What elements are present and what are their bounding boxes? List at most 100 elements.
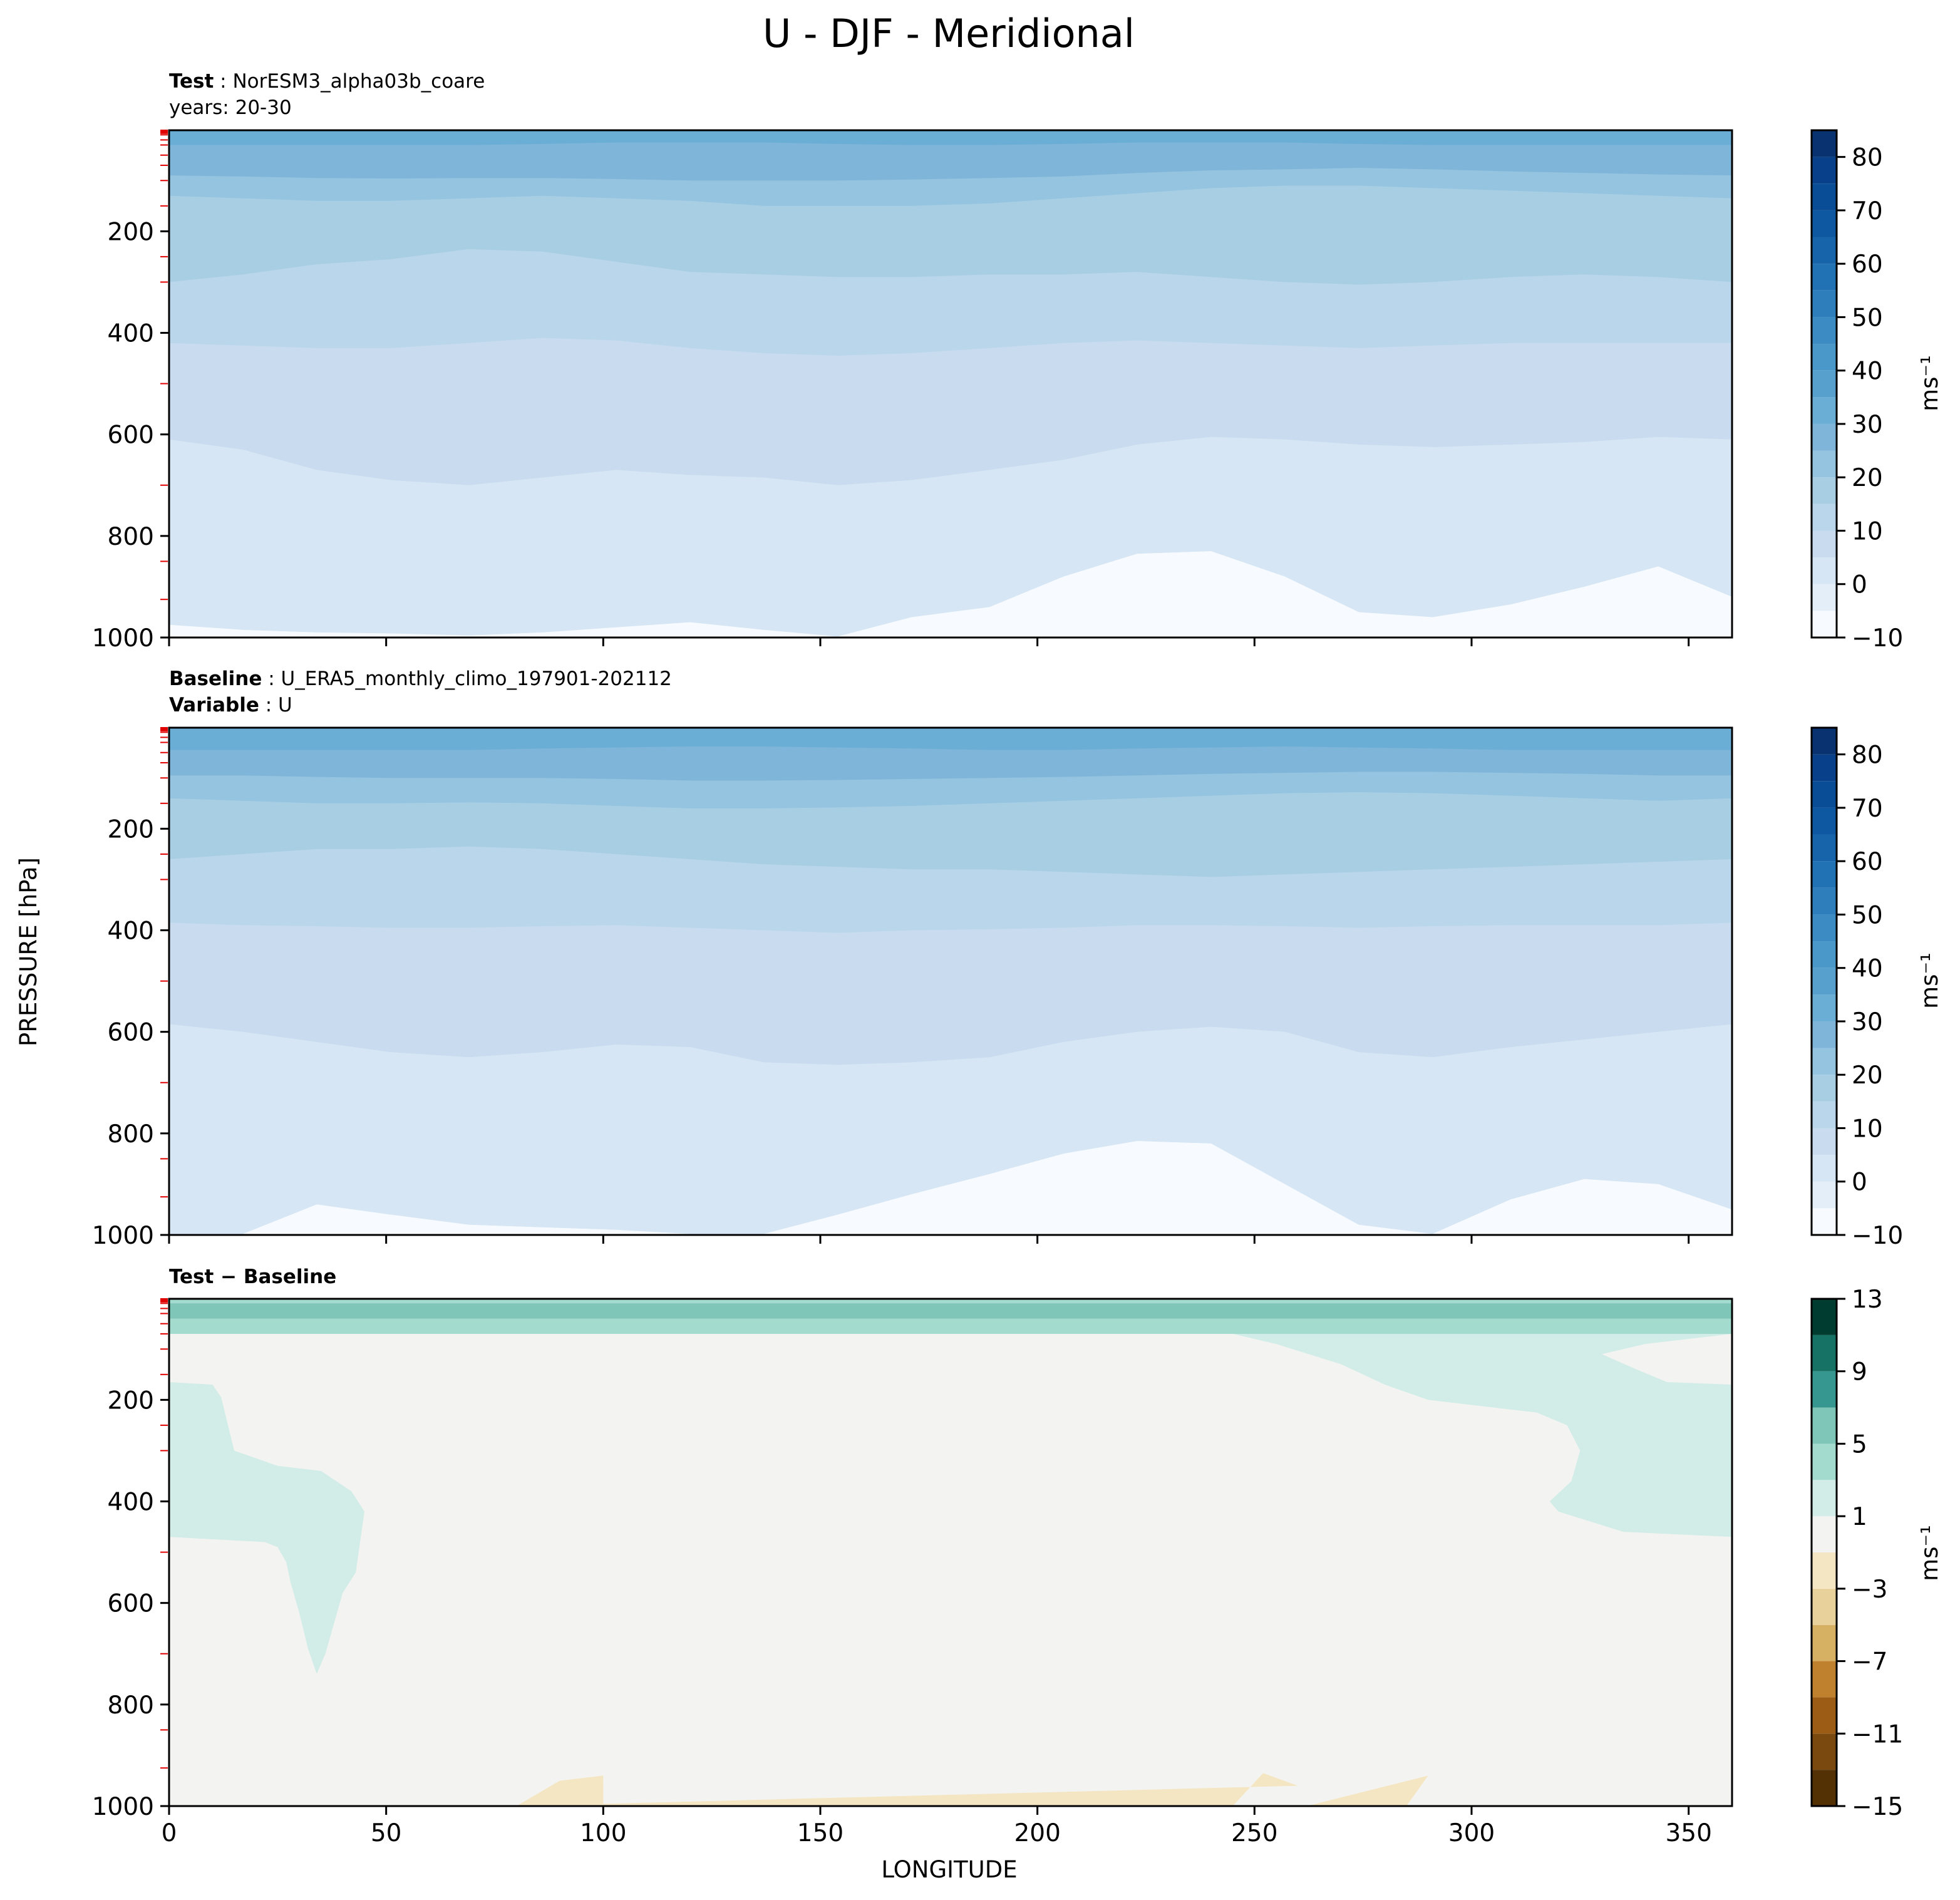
x-tick-label: 50 — [371, 1819, 402, 1847]
colorbar-tick-label: 30 — [1852, 411, 1883, 439]
colorbar-tick-label: 20 — [1852, 1061, 1883, 1090]
y-tick-label: 200 — [108, 1386, 154, 1415]
colorbar-tick-label: −3 — [1852, 1576, 1888, 1604]
colorbar-swatch — [1812, 914, 1837, 942]
colorbar-swatch — [1812, 1661, 1837, 1698]
colorbar-tick-label: 80 — [1852, 741, 1883, 770]
colorbar-swatch — [1812, 968, 1837, 995]
colorbar-tick-label: 0 — [1852, 571, 1867, 599]
colorbar-swatch — [1812, 370, 1837, 398]
colorbar-tick-label: 60 — [1852, 250, 1883, 279]
region-east-positive — [1146, 1328, 1732, 1537]
colorbar-swatch — [1812, 994, 1837, 1021]
colorbar-swatch — [1812, 237, 1837, 264]
panel-1-plot: 200 400 600 800 1000 — [92, 129, 1733, 653]
colorbar-swatch — [1812, 1733, 1837, 1770]
y-tick-label: 200 — [108, 815, 154, 844]
colorbar-tick-label: 50 — [1852, 901, 1883, 929]
colorbar-swatch — [1812, 530, 1837, 558]
x-axis-label: LONGITUDE — [881, 1856, 1017, 1883]
colorbar-swatch — [1812, 728, 1837, 755]
contour-field — [169, 728, 1732, 1235]
colorbar-frame — [1810, 1298, 1838, 1807]
colorbar-3-unit: ms⁻¹ — [1916, 1525, 1943, 1581]
colorbar-tick-label: −15 — [1852, 1793, 1903, 1821]
panel-2-subtitle-bold: Variable — [169, 694, 259, 716]
y-tick-label: 400 — [108, 320, 154, 348]
contour-band-lowest — [169, 1141, 1732, 1235]
colorbar-swatch — [1812, 1588, 1837, 1625]
y-tick-label: 800 — [108, 1120, 154, 1149]
y-tick-label: 400 — [108, 1489, 154, 1517]
contour-field — [169, 1299, 1732, 1806]
colorbar-tick-label: −10 — [1852, 1222, 1903, 1250]
region-top-strong — [169, 1303, 1732, 1319]
panel-3-plot: 200 400 600 800 1000 0 50 100 150 200 250 300 350 — [92, 1298, 1733, 1847]
colorbar-swatch — [1812, 157, 1837, 184]
panel-2-plot: 200 400 600 800 1000 — [92, 726, 1733, 1250]
colorbar-swatch — [1812, 503, 1837, 531]
colorbar-swatch — [1812, 1128, 1837, 1155]
region-lower-negative — [516, 1775, 604, 1806]
colorbar-swatch — [1812, 1181, 1837, 1209]
panel-3-title: Test − Baseline — [169, 1266, 336, 1288]
y-tick-label: 600 — [108, 421, 154, 450]
x-tick-label: 100 — [580, 1819, 626, 1847]
x-tick-label: 200 — [1014, 1819, 1060, 1847]
y-tick-label: 600 — [108, 1019, 154, 1047]
panel-2-title-sep: : — [262, 668, 281, 690]
figure-title: U - DJF - Meridional — [763, 11, 1135, 56]
colorbar-tick-label: 70 — [1852, 795, 1883, 823]
colorbar-swatch — [1812, 834, 1837, 862]
x-tick-label: 300 — [1448, 1819, 1495, 1847]
colorbar-tick-label: 40 — [1852, 955, 1883, 983]
region-lower-negative — [516, 1773, 1298, 1806]
colorbar-tick-label: 9 — [1852, 1358, 1867, 1386]
colorbar-swatch — [1812, 807, 1837, 835]
plot-frame — [168, 1298, 1733, 1807]
panel-2-title-text: U_ERA5_monthly_climo_197901-202112 — [281, 668, 672, 690]
colorbar-swatch — [1812, 611, 1837, 638]
y-tick-label: 600 — [108, 1590, 154, 1618]
panel-2-subtitle: Variable : U — [169, 694, 292, 716]
colorbar-swatch — [1812, 290, 1837, 318]
colorbar-frame — [1810, 726, 1838, 1236]
colorbar-swatch — [1812, 1624, 1837, 1661]
contour-band-lowest — [169, 551, 1732, 638]
colorbar-swatch — [1812, 317, 1837, 344]
colorbar-tick-label: 60 — [1852, 848, 1883, 876]
contour-band-30 — [169, 130, 1732, 145]
colorbar-frame — [1810, 129, 1838, 639]
colorbar-swatch — [1812, 941, 1837, 968]
colorbar-swatch — [1812, 130, 1837, 157]
colorbar-swatch — [1812, 183, 1837, 210]
y-tick-label: 800 — [108, 1691, 154, 1720]
colorbar-swatch — [1812, 1516, 1837, 1552]
colorbar-swatch — [1812, 887, 1837, 915]
colorbar-tick-label: 10 — [1852, 1115, 1883, 1143]
colorbar-tick-label: 40 — [1852, 358, 1883, 386]
colorbar-swatch — [1812, 754, 1837, 782]
colorbar-swatch — [1812, 1335, 1837, 1371]
x-tick-label: 150 — [797, 1819, 843, 1847]
colorbar-1-unit: ms⁻¹ — [1916, 355, 1943, 411]
colorbar-tick-label: 80 — [1852, 144, 1883, 172]
panel-2-subtitle-text: U — [278, 694, 292, 716]
panel-1-title-sep: : — [214, 70, 232, 93]
panel-1-subtitle: years: 20-30 — [169, 96, 292, 119]
colorbar-swatch — [1812, 450, 1837, 478]
colorbar-tick-label: 20 — [1852, 464, 1883, 492]
colorbar-tick-label: −10 — [1852, 624, 1903, 653]
colorbar-swatch — [1812, 264, 1837, 291]
y-tick-label: 400 — [108, 917, 154, 946]
colorbar-swatch — [1812, 1048, 1837, 1075]
colorbar-swatch — [1812, 584, 1837, 611]
y-axis-label: PRESSURE [hPa] — [15, 857, 42, 1046]
y-tick-label: 1000 — [92, 624, 154, 653]
x-tick-label: 350 — [1665, 1819, 1711, 1847]
panel-2-title-bold: Baseline — [169, 668, 262, 690]
region-west-positive — [169, 1381, 364, 1675]
colorbar-swatch — [1812, 477, 1837, 504]
colorbar-swatch — [1812, 397, 1837, 424]
contour-field — [169, 130, 1732, 638]
